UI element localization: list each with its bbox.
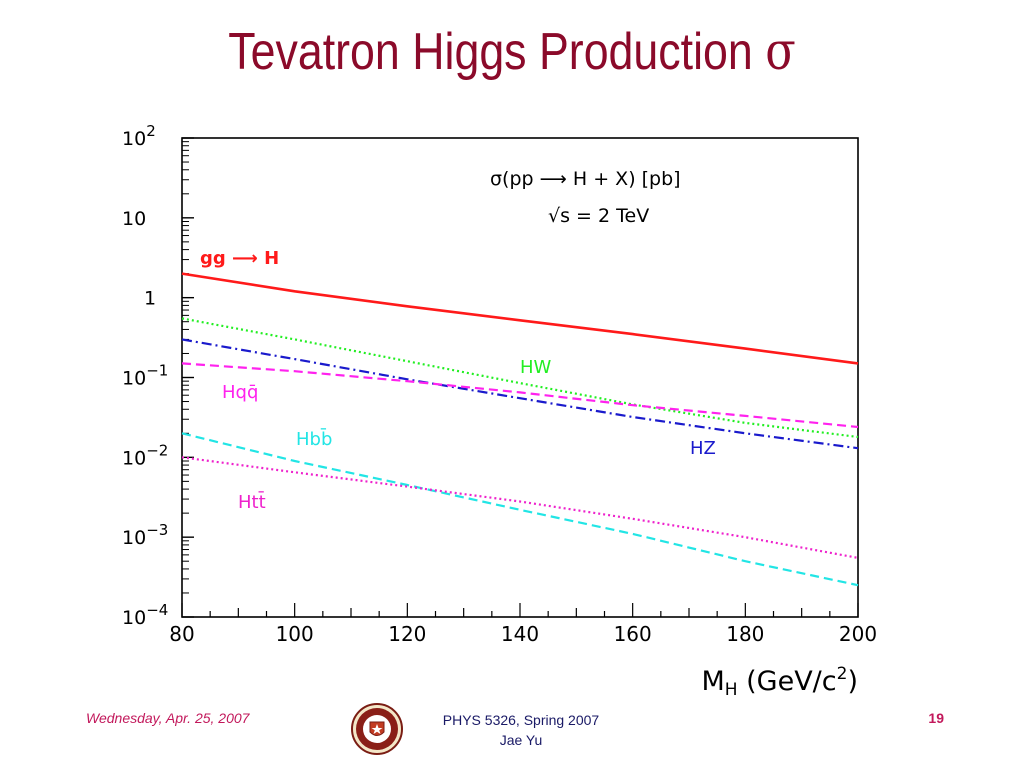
chart-annotation-energy: √s = 2 TeV: [548, 205, 649, 227]
x-tick-label: 100: [276, 622, 314, 646]
series-label-5: Htt̄: [238, 491, 266, 513]
x-tick-label: 140: [501, 622, 539, 646]
y-tick-label: 10−2: [122, 441, 168, 469]
x-tick-label: 200: [839, 622, 877, 646]
series-line-5: [181, 456, 859, 559]
x-tick-label: 160: [614, 622, 652, 646]
y-tick-label: 102: [122, 122, 156, 150]
series-label-0: gg ⟶ H: [200, 248, 279, 269]
page-number: 19: [928, 710, 944, 726]
cross-section-chart: 102 10 1 10−1 10−2 10−3 10−480 100 120 140 160 180 2…: [122, 122, 877, 700]
university-seal-icon: [351, 703, 403, 755]
y-tick-label: 10: [122, 208, 146, 230]
y-tick-label: 10−4: [122, 601, 168, 629]
series-line-0: [181, 272, 859, 365]
y-tick-label: 10−1: [122, 362, 168, 390]
x-tick-label: 180: [726, 622, 764, 646]
series-label-1: HW: [520, 357, 552, 378]
slide-title: Tevatron Higgs Production σ: [72, 22, 953, 82]
series-label-3: Hqq̄: [222, 382, 258, 403]
y-tick-label: 10−3: [122, 521, 168, 549]
x-tick-label: 120: [388, 622, 426, 646]
x-axis-label: MH (GeV/c2): [701, 664, 858, 700]
series-label-2: HZ: [690, 438, 716, 459]
x-tick-label: 80: [169, 622, 194, 646]
footer-course: PHYS 5326, Spring 2007: [442, 712, 600, 728]
series-line-3: [181, 362, 859, 429]
y-tick-label: 1: [144, 288, 156, 310]
slide-title-text: Tevatron Higgs Production: [228, 23, 753, 81]
slide-title-symbol: σ: [765, 22, 796, 82]
footer-course-block: PHYS 5326, Spring 2007 Jae Yu: [0, 710, 1024, 750]
plot-layer: 102 10 1 10−1 10−2 10−3 10−480 100 120 140 160 180 2…: [122, 122, 877, 700]
series-line-2: [181, 338, 859, 450]
series-label-4: Hbb̄: [296, 428, 332, 450]
footer-author: Jae Yu: [499, 732, 543, 748]
footer-date: Wednesday, Apr. 25, 2007: [86, 710, 250, 726]
series-line-4: [181, 432, 859, 587]
chart-annotation-process: σ(pp ⟶ H + X) [pb]: [490, 168, 681, 190]
